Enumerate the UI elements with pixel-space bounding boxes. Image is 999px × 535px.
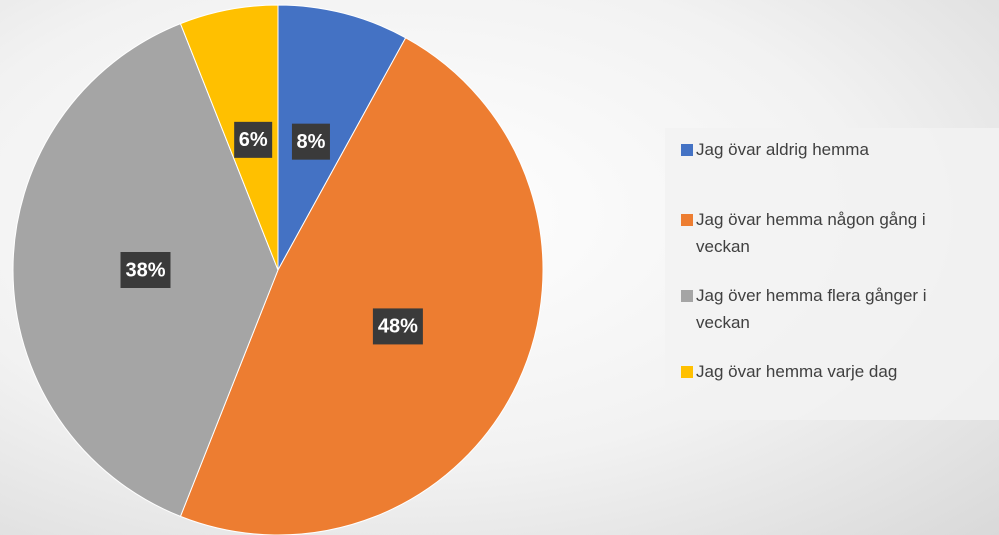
legend-item: Jag över hemma flera gånger i veckan [681, 286, 964, 336]
data-label: 6% [239, 129, 268, 151]
legend-swatch [681, 290, 693, 302]
data-label-box [372, 308, 423, 345]
pie-slice [277, 4, 407, 271]
data-label-box [120, 252, 171, 288]
legend-item: Jag övar aldrig hemma [681, 140, 964, 163]
pie-slice [179, 4, 279, 271]
pie-slice [179, 37, 544, 535]
legend: Jag övar aldrig hemma Jag övar hemma någo… [665, 128, 999, 420]
data-label-box [291, 123, 330, 160]
legend-swatch [681, 214, 693, 226]
data-label-box [234, 121, 273, 158]
legend-item: Jag övar hemma varje dag [681, 362, 964, 385]
legend-label: Jag övar hemma varje dag [696, 362, 898, 381]
legend-label: Jag övar aldrig hemma [696, 140, 869, 159]
data-label: 38% [125, 259, 165, 281]
data-label: 8% [296, 131, 325, 153]
legend-swatch [681, 144, 693, 156]
legend-label: Jag övar hemma någon gång i veckan [696, 210, 926, 256]
data-label: 48% [378, 316, 418, 338]
legend-swatch [681, 366, 693, 378]
legend-item: Jag övar hemma någon gång i veckan [681, 210, 964, 260]
legend-label: Jag över hemma flera gånger i veckan [696, 286, 927, 332]
